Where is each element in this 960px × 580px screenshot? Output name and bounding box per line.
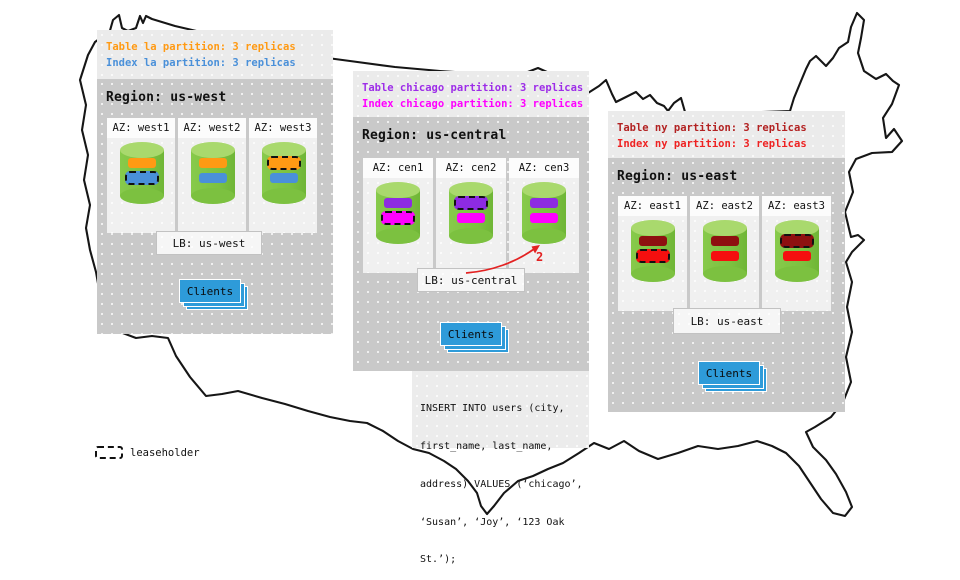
az-label-cen3: AZ: cen3: [509, 158, 579, 178]
table-replica-bar: [639, 236, 667, 246]
az-cell-west2: AZ: west2: [178, 118, 246, 233]
index-replica-bar: [530, 213, 558, 223]
database-cylinder-east3: [775, 220, 819, 282]
sql-line: ‘Susan’, ‘Joy’, ‘123 Oak: [420, 516, 565, 528]
leaseholder-legend-label: leaseholder: [130, 446, 200, 459]
note-line-index-ny: Index ny partition: 3 replicas: [617, 138, 807, 150]
leaseholder-dashed-swatch: [95, 446, 123, 459]
clients-stack-us-west: Clients: [179, 279, 248, 310]
region-title-us-west: Region: us-west: [106, 90, 227, 105]
clients-stack-us-east: Clients: [698, 361, 767, 392]
region-title-us-east: Region: us-east: [617, 169, 738, 184]
note-us-central: Table chicago partition: 3 replicas Inde…: [353, 71, 589, 117]
table-replica-bar: [199, 158, 227, 168]
az-strip-us-central: AZ: cen1 AZ: cen2 AZ: cen3: [363, 158, 579, 273]
clients-button: Clients: [440, 322, 502, 346]
table-replica-leaseholder-bar: [267, 156, 301, 170]
az-strip-us-east: AZ: east1 AZ: east2 AZ: east3: [618, 196, 831, 311]
load-balancer-us-central: LB: us-central: [417, 268, 525, 292]
clients-stack-us-central: Clients: [440, 322, 509, 353]
table-replica-bar: [384, 198, 412, 208]
database-cylinder-cen3: [522, 182, 566, 244]
index-replica-bar: [199, 173, 227, 183]
az-cell-east3: AZ: east3: [762, 196, 831, 311]
note-us-west: Table la partition: 3 replicas Index la …: [97, 30, 333, 79]
table-replica-bar: [128, 158, 156, 168]
az-label-cen1: AZ: cen1: [363, 158, 433, 178]
note-line-table-la: Table la partition: 3 replicas: [106, 41, 296, 53]
az-cell-cen1: AZ: cen1: [363, 158, 433, 273]
database-cylinder-east1: [631, 220, 675, 282]
index-replica-leaseholder-bar: [125, 171, 159, 185]
load-balancer-us-east: LB: us-east: [673, 308, 781, 334]
az-label-west2: AZ: west2: [178, 118, 246, 138]
leaseholder-legend: leaseholder: [95, 446, 200, 459]
az-cell-west3: AZ: west3: [249, 118, 317, 233]
region-panel-us-east: Region: us-east AZ: east1 AZ: east2 AZ: …: [608, 158, 845, 412]
database-cylinder-cen1: [376, 182, 420, 244]
note-line-index-la: Index la partition: 3 replicas: [106, 57, 296, 69]
index-replica-leaseholder-bar: [636, 249, 670, 263]
note-line-table-ny: Table ny partition: 3 replicas: [617, 122, 807, 134]
az-label-cen2: AZ: cen2: [436, 158, 506, 178]
az-cell-east2: AZ: east2: [690, 196, 759, 311]
index-replica-leaseholder-bar: [381, 211, 415, 225]
table-replica-leaseholder-bar: [454, 196, 488, 210]
az-cell-cen2: AZ: cen2: [436, 158, 506, 273]
step-2-annotation: 2: [536, 250, 544, 264]
map-border-path: [78, 11, 904, 518]
sql-statement-box: INSERT INTO users (city, first_name, las…: [412, 371, 589, 565]
us-map-outline: [78, 11, 904, 518]
table-replica-bar: [530, 198, 558, 208]
database-cylinder-west2: [191, 142, 235, 204]
az-strip-us-west: AZ: west1 AZ: west2 AZ: west3: [107, 118, 317, 233]
az-cell-west1: AZ: west1: [107, 118, 175, 233]
az-label-east2: AZ: east2: [690, 196, 759, 216]
index-replica-bar: [783, 251, 811, 261]
note-line-index-chicago: Index chicago partition: 3 replicas: [362, 98, 584, 110]
sql-line: first_name, last_name,: [420, 440, 553, 452]
az-label-east3: AZ: east3: [762, 196, 831, 216]
region-title-us-central: Region: us-central: [362, 128, 507, 143]
az-label-west1: AZ: west1: [107, 118, 175, 138]
database-cylinder-west1: [120, 142, 164, 204]
table-replica-leaseholder-bar: [780, 234, 814, 248]
sql-line: INSERT INTO users (city,: [420, 403, 565, 415]
az-label-west3: AZ: west3: [249, 118, 317, 138]
az-label-east1: AZ: east1: [618, 196, 687, 216]
database-cylinder-east2: [703, 220, 747, 282]
az-cell-cen3: AZ: cen3: [509, 158, 579, 273]
clients-button: Clients: [698, 361, 760, 385]
table-replica-bar: [711, 236, 739, 246]
database-cylinder-west3: [262, 142, 306, 204]
load-balancer-us-west: LB: us-west: [156, 231, 262, 255]
az-cell-east1: AZ: east1: [618, 196, 687, 311]
note-us-east: Table ny partition: 3 replicas Index ny …: [608, 111, 845, 158]
index-replica-bar: [270, 173, 298, 183]
database-cylinder-cen2: [449, 182, 493, 244]
clients-button: Clients: [179, 279, 241, 303]
sql-line: address) VALUES (‘chicago’,: [420, 478, 583, 490]
region-panel-us-west: Region: us-west AZ: west1 AZ: west2 AZ: …: [97, 79, 333, 334]
note-line-table-chicago: Table chicago partition: 3 replicas: [362, 82, 584, 94]
index-replica-bar: [711, 251, 739, 261]
index-replica-bar: [457, 213, 485, 223]
region-panel-us-central: Region: us-central AZ: cen1 AZ: cen2 AZ:…: [353, 117, 589, 371]
sql-line: St.’);: [420, 554, 457, 566]
